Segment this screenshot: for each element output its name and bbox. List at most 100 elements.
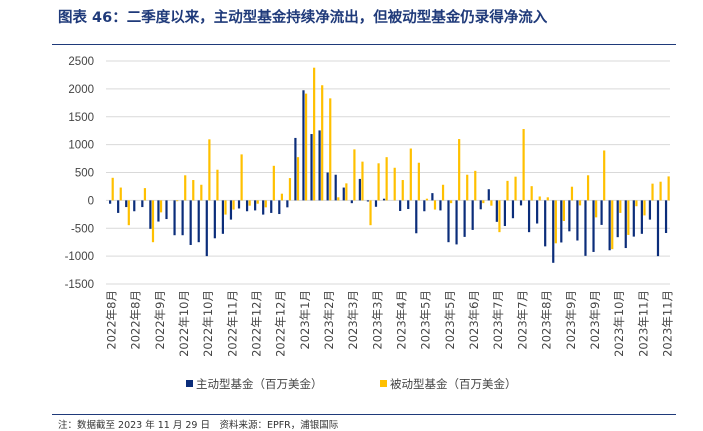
passive-fund-bar [249,200,251,205]
x-tick-label: 2023年11月 [636,290,650,357]
active-fund-bar [625,200,627,248]
active-fund-bar [584,200,586,255]
x-tick-label: 2023年3月 [370,290,384,350]
active-fund-bar [447,200,449,242]
active-fund-bar [327,173,329,201]
passive-fund-bar [434,200,436,209]
active-fund-bar [141,200,143,207]
x-tick-label: 2022年10月 [201,290,215,357]
active-fund-bar [246,200,248,211]
active-fund-bar [439,200,441,210]
active-fund-bar [351,200,353,203]
active-fund-bar [560,200,562,242]
passive-fund-bar [241,154,243,200]
passive-fund-bar [386,157,388,200]
y-tick-label: -1000 [65,251,94,263]
passive-fund-bar [313,68,315,201]
active-fund-bar [512,200,514,218]
x-tick-label: 2022年9月 [153,290,167,350]
active-fund-bar [238,200,240,208]
x-tick-label: 2023年11月 [660,290,674,357]
active-fund-bar [657,200,659,256]
passive-fund-bar [297,157,299,200]
x-tick-label: 2023年6月 [467,290,481,350]
passive-fund-bar [547,197,549,200]
x-tick-label: 2023年9月 [564,290,578,350]
y-tick-label: -500 [71,223,94,235]
active-fund-bar [399,200,401,211]
y-tick-label: 2000 [68,84,94,96]
x-tick-label: 2023年2月 [322,290,336,350]
active-fund-bar [133,200,135,211]
legend-label: 被动型基金（百万美金） [390,377,517,391]
x-tick-label: 2022年8月 [105,290,119,350]
passive-fund-bar [514,177,516,201]
y-tick-label: 1500 [68,112,94,124]
active-fund-bar [149,200,151,228]
passive-fund-bar [595,200,597,217]
passive-fund-bar [651,184,653,201]
active-fund-bar [649,200,651,219]
active-fund-bar [415,200,417,233]
active-fund-bar [609,200,611,250]
passive-fund-bar [506,181,508,201]
active-fund-bar [335,175,337,201]
active-fund-bar [157,200,159,221]
passive-fund-bar [659,182,661,201]
active-fund-bar [254,200,256,210]
passive-fund-bar [643,200,645,215]
y-tick-label: 500 [75,168,94,180]
passive-fund-bar [418,163,420,201]
passive-fund-bar [128,200,130,225]
passive-fund-bar [144,188,146,200]
passive-fund-bar [353,149,355,200]
x-tick-label: 2023年1月 [298,290,312,350]
footer-note: 注：数据截至 2023 年 11 月 29 日 资料来源：EPFR，浦银国际 [58,417,338,431]
passive-fund-bar [184,175,186,200]
active-fund-bar [641,200,643,233]
x-tick-label: 2022年10月 [177,290,191,357]
active-fund-bar [480,200,482,209]
passive-fund-bar [490,200,492,205]
active-fund-bar [190,200,192,245]
passive-fund-bar [232,200,234,209]
x-tick-label: 2023年7月 [515,290,529,350]
active-fund-bar [367,200,369,201]
active-fund-bar [278,200,280,214]
active-fund-bar [665,200,667,233]
passive-fund-bar [257,200,259,203]
x-tick-label: 2023年10月 [612,290,626,357]
passive-fund-bar [305,94,307,201]
active-fund-bar [617,200,619,237]
active-fund-bar [472,200,474,230]
passive-fund-bar [321,85,323,200]
active-fund-bar [286,200,288,207]
x-tick-label: 2022年8月 [129,290,143,350]
passive-fund-bar [281,194,283,201]
active-fund-bar [173,200,175,235]
passive-fund-bar [216,170,218,201]
passive-fund-bar [265,200,267,207]
active-fund-bar [310,134,312,200]
y-tick-label: 1000 [68,140,94,152]
passive-fund-bar [152,200,154,242]
x-tick-label: 2023年9月 [588,290,602,350]
footer-divider [52,414,676,415]
passive-fund-bar [579,200,581,205]
active-fund-bar [496,200,498,221]
x-tick-label: 2022年11月 [225,290,239,357]
active-fund-bar [504,200,506,226]
passive-fund-bar [482,200,484,203]
x-tick-label: 2023年7月 [491,290,505,350]
x-tick-label: 2022年12月 [250,290,264,357]
active-fund-bar [359,179,361,200]
passive-fund-bar [160,200,162,212]
active-fund-bar [552,200,554,262]
active-fund-bar [464,200,466,237]
passive-fund-bar [192,180,194,200]
active-fund-bar [294,138,296,200]
active-fund-bar [318,130,320,200]
active-fund-bar [109,200,111,203]
x-tick-label: 2023年4月 [395,290,409,350]
passive-fund-bar [337,197,339,200]
